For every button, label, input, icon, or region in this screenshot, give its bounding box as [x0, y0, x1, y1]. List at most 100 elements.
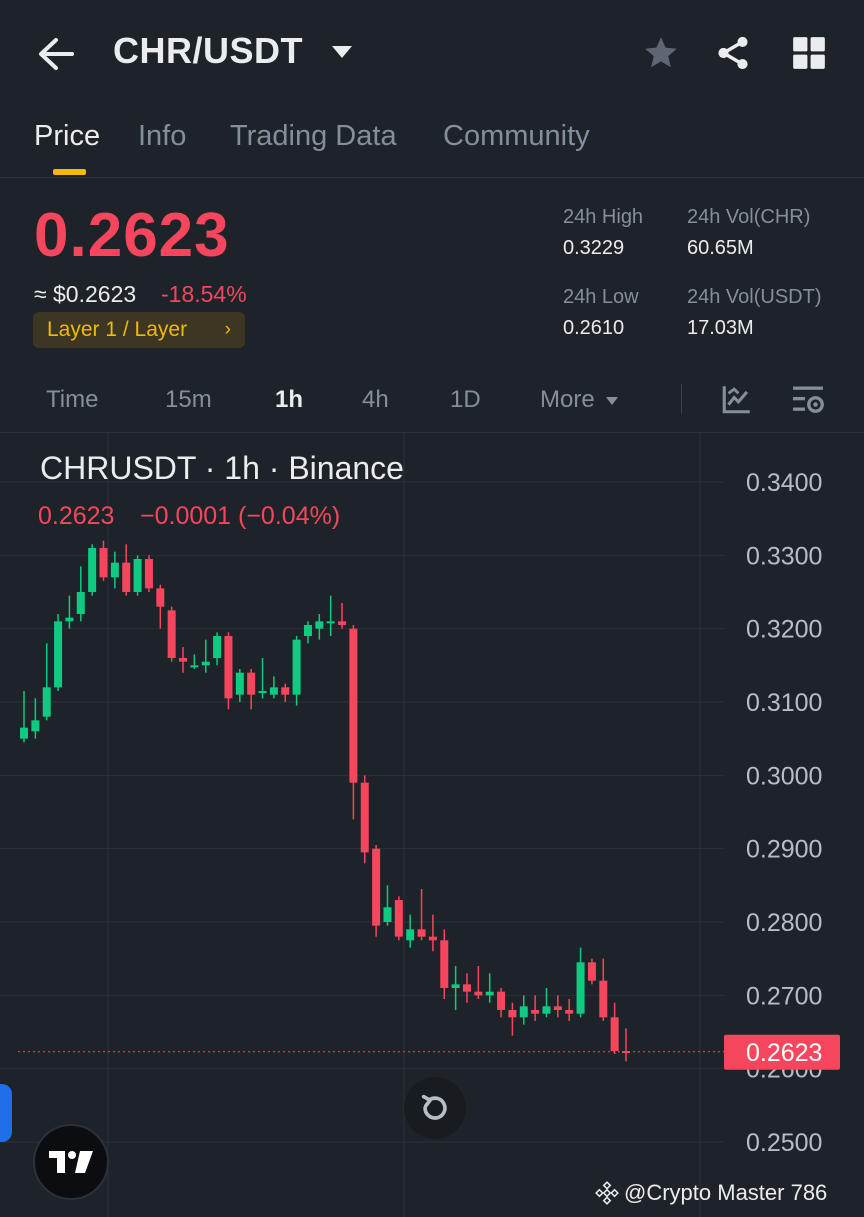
- share-icon[interactable]: [714, 34, 752, 72]
- candle-body: [42, 687, 51, 717]
- stat-low-value: 0.2610: [563, 317, 625, 339]
- candle-body: [610, 1017, 619, 1052]
- pair-title[interactable]: CHR/USDT: [113, 30, 303, 71]
- candle-body: [258, 691, 267, 693]
- candle-body: [235, 672, 244, 695]
- price-chart[interactable]: 0.3400 0.3300 0.3200 0.3100 0.3000 0.2900 0.28…: [0, 432, 864, 1217]
- side-panel-handle[interactable]: [0, 1084, 12, 1142]
- candle-body: [417, 929, 426, 937]
- candle-body: [394, 900, 403, 937]
- candle-body: [144, 559, 153, 589]
- timeframe-4h[interactable]: 4h: [362, 386, 389, 413]
- candle-body: [122, 562, 131, 592]
- candle-body: [88, 548, 97, 592]
- timeframe-15m[interactable]: 15m: [165, 386, 212, 413]
- y-tick-label: 0.2700: [746, 982, 822, 1010]
- candle-body: [338, 621, 347, 625]
- candle-body: [542, 1006, 551, 1014]
- stat-vol-quote-label: 24h Vol(USDT): [687, 286, 822, 308]
- usd-price: ≈ $0.2623: [34, 281, 137, 307]
- chart-ohlc-price: 0.2623: [38, 502, 115, 530]
- y-tick-label: 0.2500: [746, 1129, 822, 1157]
- candle-body: [133, 559, 142, 592]
- chart-settings-icon[interactable]: [790, 382, 826, 418]
- grid-icon[interactable]: [790, 34, 828, 72]
- stat-low-label: 24h Low: [563, 286, 639, 308]
- candle-body: [99, 548, 108, 578]
- stat-high-value: 0.3229: [563, 237, 625, 259]
- candle-body: [349, 628, 358, 783]
- chart-divider: [0, 432, 864, 433]
- category-tag-label: Layer 1 / Layer: [47, 318, 188, 341]
- binance-diamond-icon: [595, 1181, 619, 1205]
- caret-down-icon[interactable]: [331, 44, 353, 60]
- candle-body: [474, 991, 483, 996]
- tab-info[interactable]: Info: [138, 120, 187, 152]
- candle-body: [303, 625, 312, 636]
- refresh-icon: [421, 1094, 447, 1120]
- chevron-right-icon: ›: [224, 319, 231, 340]
- candlestick-chart[interactable]: 0.3400 0.3300 0.3200 0.3100 0.3000 0.2900 0.28…: [0, 432, 864, 1217]
- tabs-divider: [0, 177, 864, 178]
- candle-body: [20, 727, 28, 739]
- category-tag[interactable]: Layer 1 / Layer ›: [33, 312, 245, 348]
- candle-body: [281, 687, 290, 695]
- candle-body: [292, 639, 301, 695]
- indicator-icon[interactable]: [720, 382, 754, 416]
- timeframe-1h[interactable]: 1h: [275, 386, 304, 413]
- change-percent: -18.54%: [161, 281, 247, 307]
- timeframe-1d[interactable]: 1D: [450, 386, 481, 413]
- candle-body: [54, 621, 63, 688]
- timeframe-more-label: More: [540, 386, 595, 413]
- candle-body: [576, 962, 585, 1014]
- tab-trading-data[interactable]: Trading Data: [230, 120, 397, 152]
- chart-ohlc-change: −0.0001 (−0.04%): [140, 502, 341, 530]
- candle-body: [462, 984, 471, 992]
- candle-body: [360, 782, 369, 853]
- watermark: @Crypto Master 786: [594, 1180, 827, 1206]
- tab-price[interactable]: Price: [34, 120, 101, 152]
- candle-body: [383, 907, 392, 922]
- candle-body: [485, 991, 494, 996]
- candle-body: [224, 636, 233, 699]
- stat-high-label: 24h High: [563, 206, 644, 228]
- reset-chart-button[interactable]: [404, 1077, 466, 1139]
- back-arrow-icon[interactable]: [36, 36, 76, 72]
- candle-body: [247, 672, 256, 695]
- candle-body: [428, 936, 437, 941]
- timeframe-more[interactable]: More: [540, 386, 619, 414]
- y-tick-label: 0.3100: [746, 689, 822, 717]
- timeframe-bar: Time 15m 1h 4h 1D More: [0, 370, 864, 432]
- last-price-tag: [724, 1034, 840, 1070]
- active-tab-indicator: [53, 169, 86, 175]
- watermark-text: @Crypto Master 786: [624, 1180, 828, 1205]
- candle-body: [519, 1006, 528, 1018]
- stat-vol-base-label: 24h Vol(CHR): [687, 206, 811, 228]
- candle-body: [587, 962, 596, 981]
- candle-body: [372, 848, 381, 926]
- candle-body: [497, 991, 506, 1010]
- y-tick-label: 0.3000: [746, 762, 822, 790]
- y-tick-label: 0.3300: [746, 542, 822, 570]
- candle-body: [508, 1010, 517, 1018]
- chart-title: CHRUSDT · 1h · Binance: [40, 450, 404, 486]
- timeframe-divider: [681, 384, 682, 414]
- candle-body: [451, 984, 460, 988]
- candle-body: [110, 562, 119, 578]
- timeframe-time[interactable]: Time: [46, 386, 99, 413]
- candle-body: [406, 929, 415, 941]
- candle-body: [190, 665, 199, 668]
- last-price: 0.2623: [34, 201, 230, 270]
- candle-body: [167, 610, 176, 658]
- candle-body: [201, 661, 210, 666]
- y-tick-label: 0.3400: [746, 469, 822, 497]
- candle-body: [269, 687, 278, 695]
- star-icon[interactable]: [642, 34, 680, 72]
- tradingview-logo[interactable]: [33, 1124, 109, 1200]
- candle-body: [315, 621, 324, 629]
- candle-body: [553, 1006, 562, 1010]
- y-tick-label: 0.2900: [746, 836, 822, 864]
- y-tick-label: 0.3200: [746, 616, 822, 644]
- tab-community[interactable]: Community: [443, 120, 590, 152]
- candle-body: [76, 592, 85, 614]
